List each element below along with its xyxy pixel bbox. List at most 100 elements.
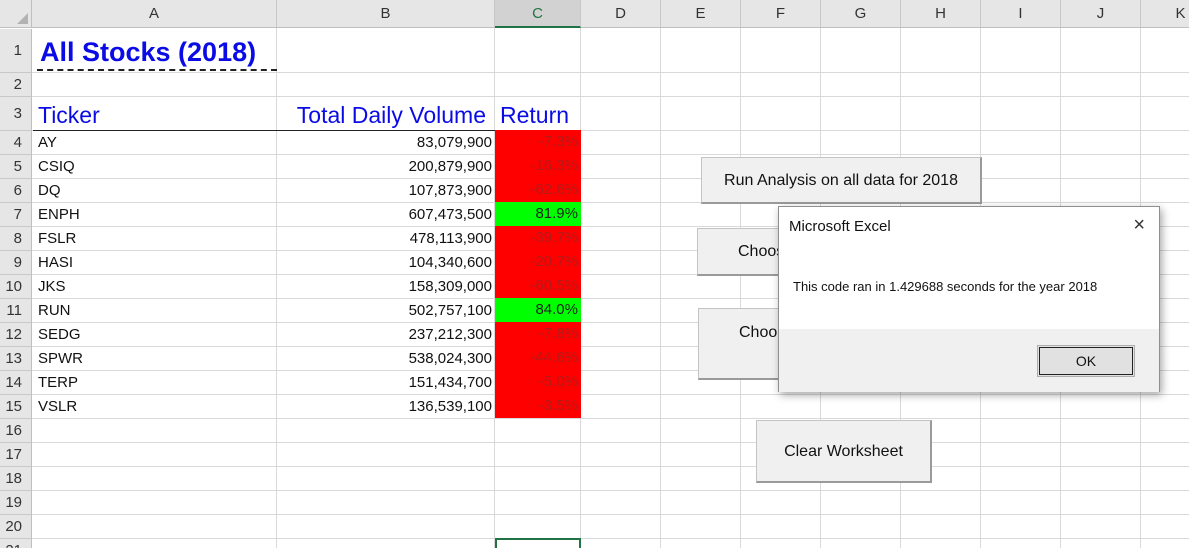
row-header-4[interactable]: 4 (0, 131, 32, 155)
clear-worksheet-button[interactable]: Clear Worksheet (756, 420, 932, 483)
return-cell[interactable]: -39.7% (495, 226, 581, 250)
select-all-corner[interactable] (0, 0, 32, 28)
ticker-cell[interactable]: RUN (38, 302, 71, 319)
column-header-j[interactable]: J (1061, 0, 1141, 28)
ticker-cell[interactable]: AY (38, 134, 57, 151)
column-header-i[interactable]: I (981, 0, 1061, 28)
return-cell[interactable]: -62.6% (495, 178, 581, 202)
ticker-cell[interactable]: HASI (38, 254, 74, 271)
gridline-vertical (276, 28, 277, 548)
volume-cell[interactable]: 158,309,000 (408, 278, 492, 295)
ticker-cell[interactable]: JKS (38, 278, 66, 295)
ticker-cell[interactable]: DQ (38, 182, 61, 199)
gridline-horizontal (32, 250, 1189, 251)
return-cell[interactable]: -44.6% (495, 346, 581, 370)
return-cell[interactable]: -60.5% (495, 274, 581, 298)
gridline-horizontal (32, 514, 1189, 515)
header-return[interactable]: Return (500, 102, 570, 128)
column-header-d[interactable]: D (581, 0, 661, 28)
row-header-8[interactable]: 8 (0, 227, 32, 251)
ok-button[interactable]: OK (1037, 345, 1135, 377)
gridline-horizontal (32, 442, 1189, 443)
gridline-horizontal (32, 466, 1189, 467)
return-cell[interactable]: -7.8% (495, 322, 581, 346)
row-header-14[interactable]: 14 (0, 371, 32, 395)
row-header-7[interactable]: 7 (0, 203, 32, 227)
ticker-cell[interactable]: SPWR (38, 350, 83, 367)
ticker-cell[interactable]: CSIQ (38, 158, 75, 175)
return-cell[interactable]: 84.0% (495, 298, 581, 322)
row-header-3[interactable]: 3 (0, 97, 32, 131)
volume-cell[interactable]: 104,340,600 (408, 254, 492, 271)
row-header-21[interactable]: 21 (0, 539, 32, 548)
row-header-1[interactable]: 1 (0, 29, 32, 73)
return-cell[interactable]: -7.3% (495, 130, 581, 154)
column-header-e[interactable]: E (661, 0, 741, 28)
gridline-horizontal (32, 490, 1189, 491)
volume-cell[interactable]: 107,873,900 (408, 182, 492, 199)
return-cell[interactable]: 81.9% (495, 202, 581, 226)
ticker-cell[interactable]: SEDG (38, 326, 81, 343)
gridline-horizontal (32, 418, 1189, 419)
header-ticker[interactable]: Ticker (38, 102, 100, 128)
active-cell-selection (495, 538, 581, 548)
close-icon[interactable]: × (1133, 214, 1145, 236)
gridline-horizontal (32, 154, 1189, 155)
ticker-cell[interactable]: VSLR (38, 398, 78, 415)
column-header-g[interactable]: G (821, 0, 901, 28)
gridline-horizontal (32, 72, 1189, 73)
row-header-20[interactable]: 20 (0, 515, 32, 539)
row-header-11[interactable]: 11 (0, 299, 32, 323)
row-header-13[interactable]: 13 (0, 347, 32, 371)
row-header-6[interactable]: 6 (0, 179, 32, 203)
volume-cell[interactable]: 136,539,100 (408, 398, 492, 415)
volume-cell[interactable]: 607,473,500 (408, 206, 492, 223)
volume-cell[interactable]: 502,757,100 (408, 302, 492, 319)
volume-cell[interactable]: 478,113,900 (409, 230, 492, 247)
volume-cell[interactable]: 151,434,700 (408, 374, 492, 391)
gridline-horizontal (32, 538, 1189, 539)
row-header-2[interactable]: 2 (0, 73, 32, 97)
column-header-a[interactable]: A (32, 0, 277, 28)
gridline-horizontal (32, 394, 1189, 395)
gridline-horizontal (32, 96, 1189, 97)
gridline-horizontal (32, 274, 1189, 275)
column-header-c[interactable]: C (495, 0, 581, 28)
volume-cell[interactable]: 83,079,900 (416, 134, 492, 151)
row-header-16[interactable]: 16 (0, 419, 32, 443)
dialog-footer: OK (779, 329, 1159, 392)
column-header-f[interactable]: F (741, 0, 821, 28)
row-header-17[interactable]: 17 (0, 443, 32, 467)
row-header-15[interactable]: 15 (0, 395, 32, 419)
gridline-horizontal (32, 346, 1189, 347)
header-total-daily-volume[interactable]: Total Daily Volume (296, 102, 486, 128)
select-all-triangle-icon (17, 13, 28, 24)
dialog-title: Microsoft Excel (789, 218, 891, 235)
row-header-12[interactable]: 12 (0, 323, 32, 347)
volume-cell[interactable]: 200,879,900 (408, 158, 492, 175)
ticker-cell[interactable]: FSLR (38, 230, 77, 247)
return-cell[interactable]: -20.7% (495, 250, 581, 274)
column-header-b[interactable]: B (277, 0, 495, 28)
row-header-5[interactable]: 5 (0, 155, 32, 179)
run-analysis-all-button[interactable]: Run Analysis on all data for 2018 (701, 157, 982, 204)
volume-cell[interactable]: 237,212,300 (408, 326, 492, 343)
column-header-k[interactable]: K (1141, 0, 1189, 28)
ticker-cell[interactable]: ENPH (38, 206, 80, 223)
header-bottom-border (33, 130, 580, 131)
row-header-10[interactable]: 10 (0, 275, 32, 299)
return-cell[interactable]: -5.0% (495, 370, 581, 394)
volume-cell[interactable]: 538,024,300 (408, 350, 492, 367)
return-cell[interactable]: -16.3% (495, 154, 581, 178)
sheet-title-cell[interactable]: All Stocks (2018) (40, 37, 257, 67)
row-header-18[interactable]: 18 (0, 467, 32, 491)
row-header-9[interactable]: 9 (0, 251, 32, 275)
gridline-horizontal (32, 202, 1189, 203)
ticker-cell[interactable]: TERP (38, 374, 79, 391)
column-header-h[interactable]: H (901, 0, 981, 28)
gridline-horizontal (32, 226, 1189, 227)
row-header-19[interactable]: 19 (0, 491, 32, 515)
return-cell[interactable]: -3.5% (495, 394, 581, 418)
gridline-horizontal (32, 370, 1189, 371)
